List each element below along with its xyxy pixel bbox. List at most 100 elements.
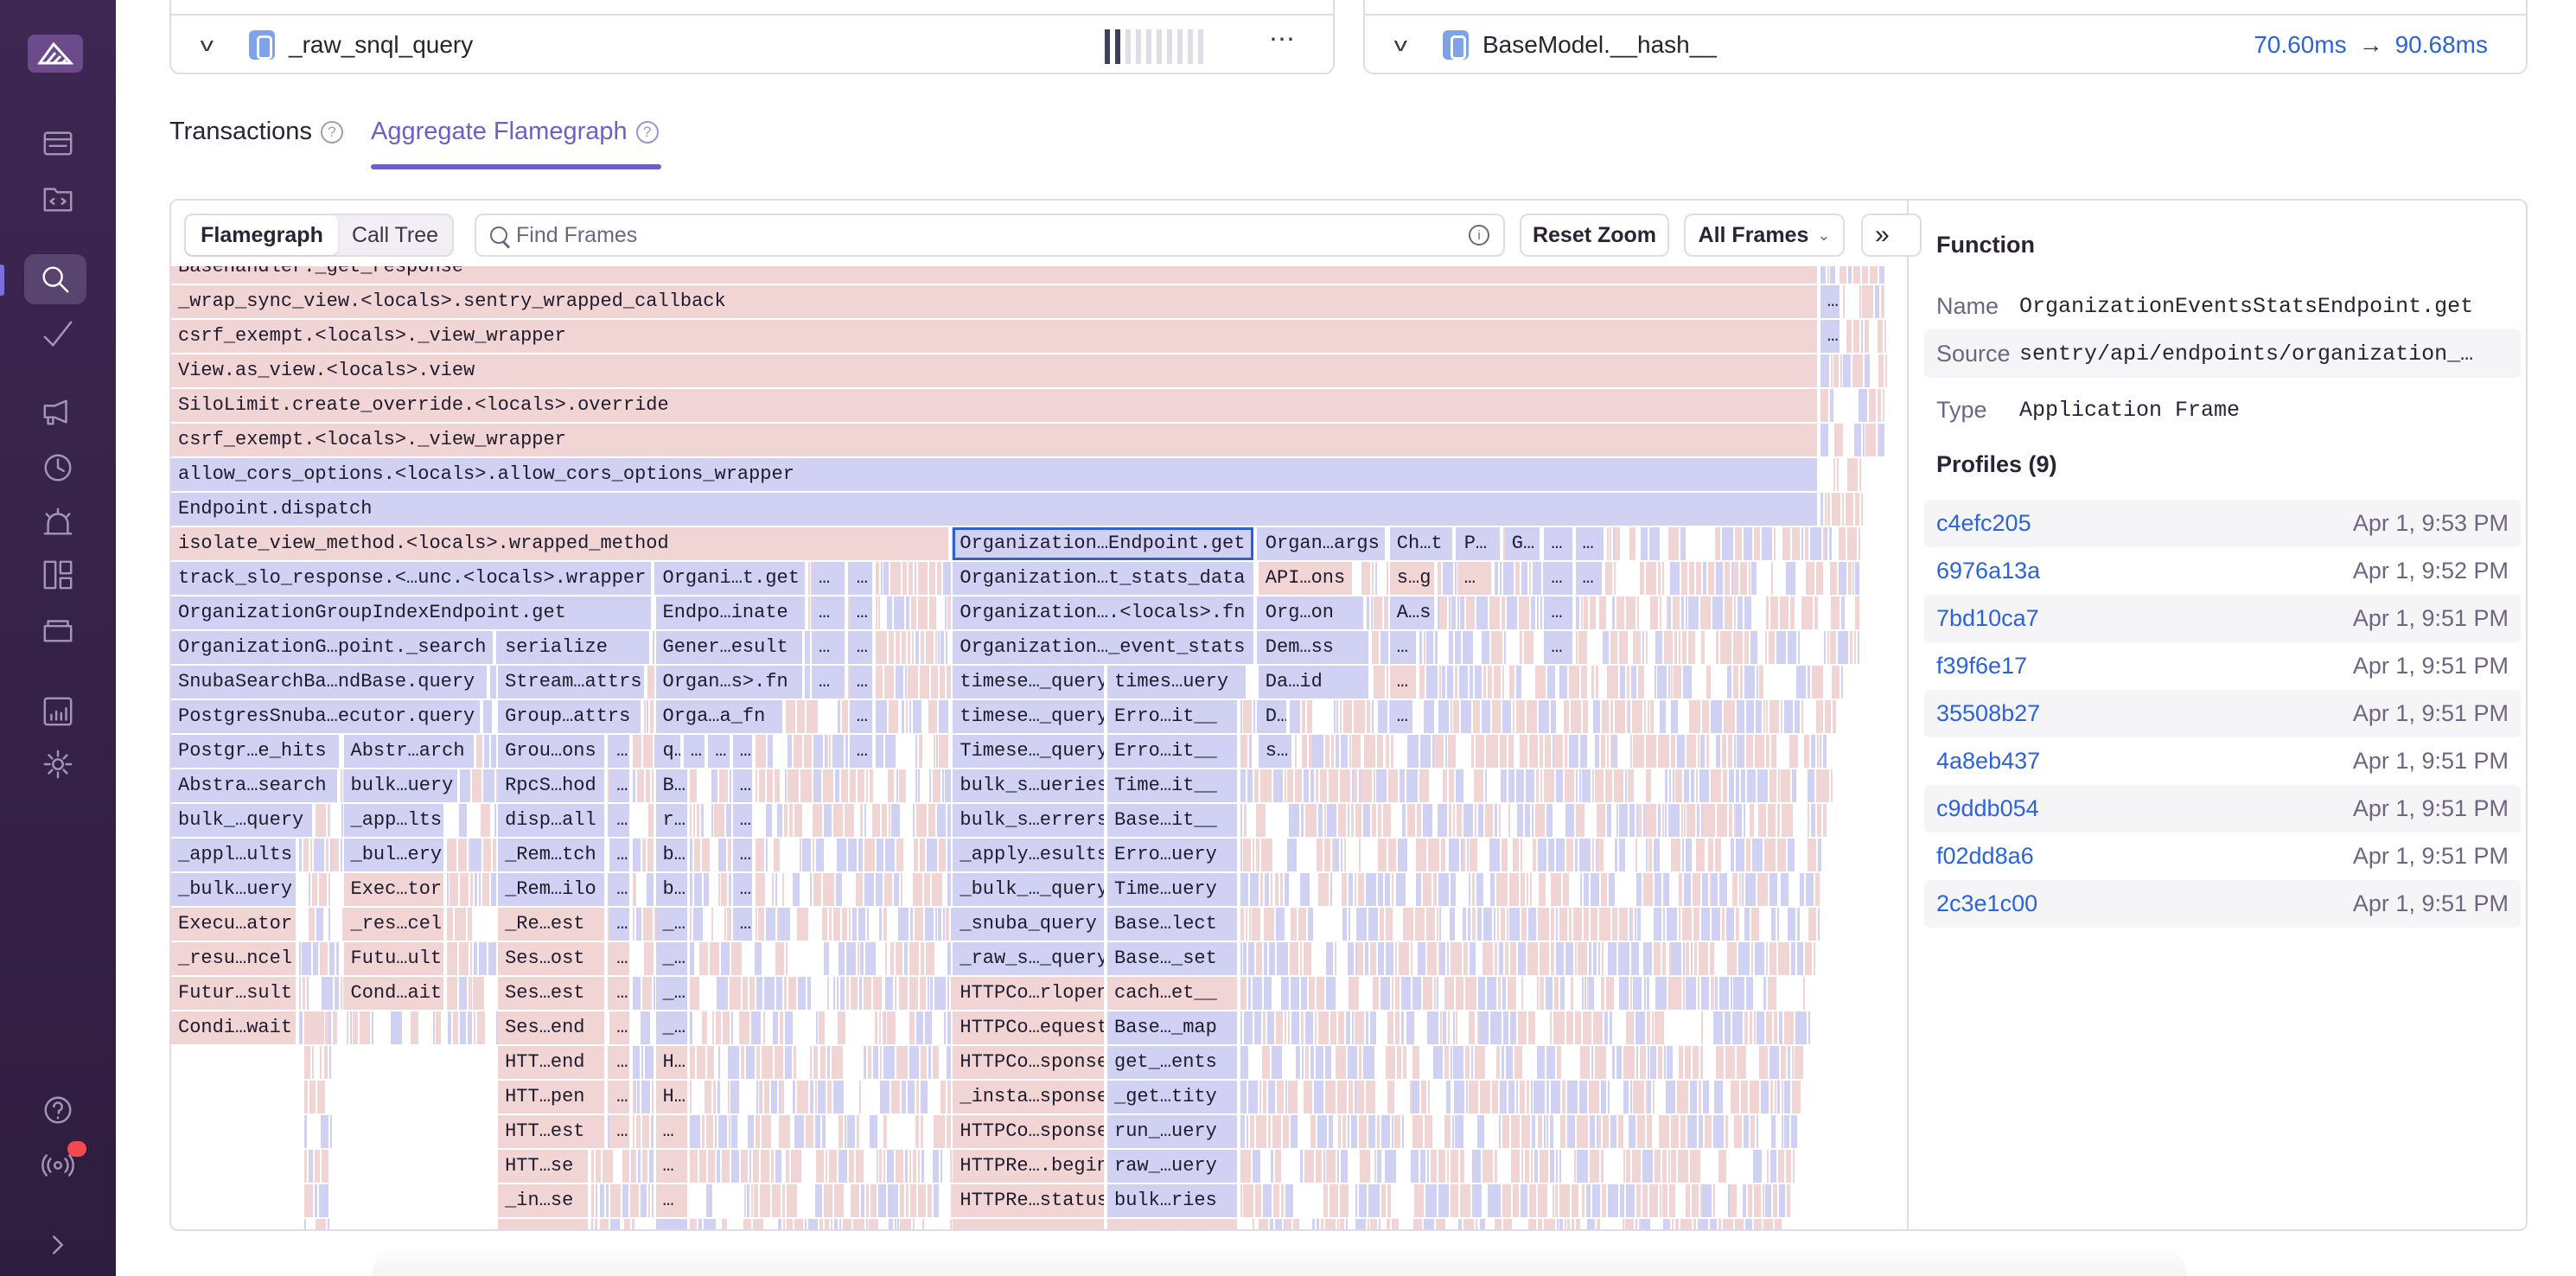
flame-frame[interactable]: _in…se bbox=[498, 1184, 589, 1217]
flame-frame-sliver[interactable] bbox=[863, 977, 871, 1010]
flame-frame-sliver[interactable] bbox=[1723, 769, 1727, 802]
flame-frame-sliver[interactable] bbox=[1820, 266, 1827, 284]
flame-frame-sliver[interactable] bbox=[896, 839, 904, 871]
flame-frame-sliver[interactable] bbox=[1508, 769, 1514, 802]
flame-frame[interactable]: HTTPCo…rlopen bbox=[953, 977, 1105, 1010]
flame-frame-sliver[interactable] bbox=[322, 977, 334, 1010]
flame-frame[interactable]: q… bbox=[655, 735, 680, 768]
flame-frame-sliver[interactable] bbox=[1571, 1219, 1574, 1229]
flame-frame-sliver[interactable] bbox=[1352, 1011, 1355, 1044]
flame-frame-sliver[interactable] bbox=[891, 1081, 901, 1113]
flame-frame-sliver[interactable] bbox=[632, 908, 634, 941]
flame-frame-sliver[interactable] bbox=[1840, 666, 1843, 699]
flame-frame[interactable]: B… bbox=[655, 769, 687, 802]
flame-frame-sliver[interactable] bbox=[1859, 458, 1861, 491]
flame-frame-sliver[interactable] bbox=[1240, 804, 1243, 837]
flame-frame-sliver[interactable] bbox=[603, 1150, 613, 1183]
flame-frame-sliver[interactable] bbox=[1734, 1219, 1744, 1229]
flame-frame-sliver[interactable] bbox=[1243, 700, 1252, 733]
flame-frame-sliver[interactable] bbox=[1624, 769, 1627, 802]
flame-frame-sliver[interactable] bbox=[749, 1150, 752, 1183]
flame-frame-sliver[interactable] bbox=[1658, 1115, 1670, 1148]
flame-frame-sliver[interactable] bbox=[1752, 1150, 1763, 1183]
flame-frame-sliver[interactable] bbox=[1658, 1046, 1662, 1079]
flame-frame-sliver[interactable] bbox=[1781, 700, 1783, 733]
flame-frame-sliver[interactable] bbox=[1816, 804, 1822, 837]
flame-frame-sliver[interactable] bbox=[909, 1046, 919, 1079]
flame-frame-sliver[interactable] bbox=[1607, 735, 1610, 768]
flame-frame-sliver[interactable] bbox=[1731, 977, 1733, 1010]
flame-frame-sliver[interactable] bbox=[947, 873, 952, 906]
flame-frame-sliver[interactable] bbox=[1623, 1046, 1635, 1079]
flame-frame-sliver[interactable] bbox=[1357, 942, 1363, 975]
flame-frame-sliver[interactable] bbox=[1318, 1011, 1329, 1044]
flame-frame-sliver[interactable] bbox=[902, 700, 905, 733]
flame-frame-sliver[interactable] bbox=[912, 631, 915, 664]
flame-frame-sliver[interactable] bbox=[731, 1115, 738, 1148]
flame-frame-sliver[interactable] bbox=[1259, 769, 1272, 802]
flame-frame-sliver[interactable] bbox=[1626, 700, 1629, 733]
flame-frame-sliver[interactable] bbox=[458, 804, 468, 837]
flame-frame-sliver[interactable] bbox=[857, 1115, 860, 1148]
flame-frame-sliver[interactable] bbox=[916, 1081, 920, 1113]
flame-frame-sliver[interactable] bbox=[904, 942, 909, 975]
flame-frame-sliver[interactable] bbox=[1515, 562, 1520, 595]
flame-frame[interactable]: _… bbox=[655, 977, 687, 1010]
flame-frame-sliver[interactable] bbox=[1340, 735, 1348, 768]
flame-frame-sliver[interactable] bbox=[1575, 1219, 1581, 1229]
flame-frame-sliver[interactable] bbox=[303, 1150, 308, 1183]
flame-frame-sliver[interactable] bbox=[650, 1115, 654, 1148]
flame-frame-sliver[interactable] bbox=[641, 1081, 651, 1113]
flame-frame-sliver[interactable] bbox=[1340, 700, 1342, 733]
flame-frame-sliver[interactable] bbox=[1757, 769, 1768, 802]
flame-frame-sliver[interactable] bbox=[1757, 804, 1766, 837]
flame-frame-sliver[interactable] bbox=[1738, 942, 1750, 975]
flame-frame-sliver[interactable] bbox=[1849, 562, 1852, 595]
flame-frame-sliver[interactable] bbox=[858, 839, 863, 871]
flame-frame-sliver[interactable] bbox=[1538, 873, 1546, 906]
flame-frame-sliver[interactable] bbox=[1878, 354, 1884, 387]
flame-frame-sliver[interactable] bbox=[346, 1011, 348, 1044]
flame-frame-sliver[interactable] bbox=[1825, 700, 1831, 733]
flame-frame-sliver[interactable] bbox=[1435, 631, 1438, 664]
flame-frame-sliver[interactable] bbox=[1735, 839, 1745, 871]
flame-frame-sliver[interactable] bbox=[1713, 1011, 1723, 1044]
flame-frame[interactable]: HTT…se bbox=[498, 1150, 589, 1183]
flame-frame-sliver[interactable] bbox=[1610, 700, 1614, 733]
flame-frame-sliver[interactable] bbox=[1665, 769, 1668, 802]
flame-frame-sliver[interactable] bbox=[1653, 908, 1662, 941]
flame-frame-sliver[interactable] bbox=[1538, 839, 1546, 871]
flame-frame-sliver[interactable] bbox=[1426, 1150, 1430, 1183]
flame-frame-sliver[interactable] bbox=[1472, 1184, 1482, 1217]
flamegraph-view-button[interactable]: Flamegraph bbox=[186, 215, 338, 255]
flame-frame-sliver[interactable] bbox=[390, 1011, 402, 1044]
flame-frame-sliver[interactable] bbox=[1510, 1150, 1520, 1183]
flame-frame[interactable]: cach…et__ bbox=[1107, 977, 1237, 1010]
flame-frame-sliver[interactable] bbox=[1337, 1219, 1340, 1229]
flame-frame-sliver[interactable] bbox=[1643, 977, 1646, 1010]
help-icon[interactable]: ? bbox=[635, 120, 659, 144]
flame-frame-sliver[interactable] bbox=[1423, 700, 1435, 733]
flamegraph-canvas[interactable]: BaseHandler._get_response _wrap_sync_view… bbox=[171, 266, 1907, 1229]
flame-frame-sliver[interactable] bbox=[454, 908, 466, 941]
flame-frame-sliver[interactable] bbox=[881, 562, 883, 595]
flame-frame-sliver[interactable] bbox=[1537, 977, 1540, 1010]
flame-frame-sliver[interactable] bbox=[1668, 804, 1680, 837]
flame-frame-sliver[interactable] bbox=[1770, 1115, 1776, 1148]
flame-frame[interactable]: times…uery bbox=[1107, 666, 1246, 699]
flame-frame[interactable]: … bbox=[609, 1081, 629, 1113]
flame-frame-sliver[interactable] bbox=[649, 700, 652, 733]
flame-frame-sliver[interactable] bbox=[1847, 458, 1858, 491]
flame-frame[interactable]: … bbox=[732, 839, 753, 871]
flame-frame-sliver[interactable] bbox=[453, 1011, 459, 1044]
flame-frame-sliver[interactable] bbox=[849, 769, 856, 802]
flame-frame-sliver[interactable] bbox=[1455, 1011, 1457, 1044]
flame-frame-sliver[interactable] bbox=[1804, 942, 1812, 975]
flame-frame-sliver[interactable] bbox=[1385, 908, 1393, 941]
flame-frame-sliver[interactable] bbox=[1616, 597, 1624, 629]
flame-frame-sliver[interactable] bbox=[1765, 735, 1770, 768]
flame-frame-sliver[interactable] bbox=[653, 977, 655, 1010]
flame-frame-sliver[interactable] bbox=[711, 769, 717, 802]
flame-frame-sliver[interactable] bbox=[1667, 977, 1670, 1010]
flame-frame[interactable]: Abstra…search bbox=[171, 769, 337, 802]
